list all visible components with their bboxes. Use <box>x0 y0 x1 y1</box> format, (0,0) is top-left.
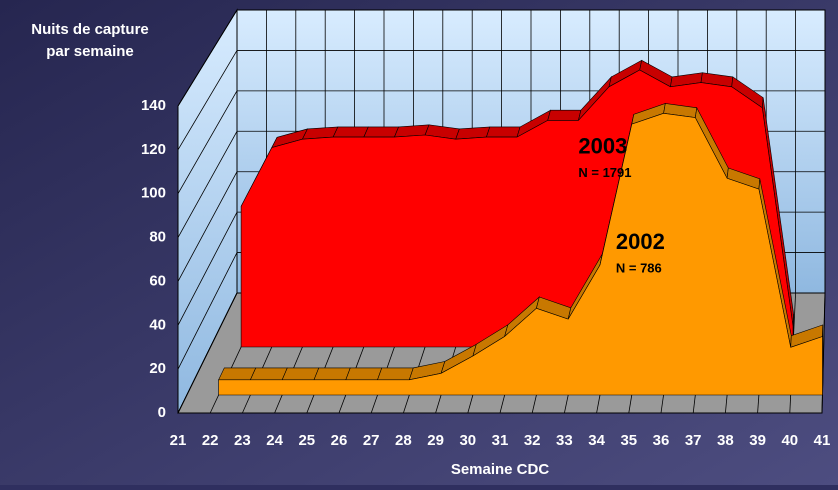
x-tick-label: 40 <box>781 432 798 449</box>
x-tick-label: 24 <box>266 432 283 449</box>
area-top <box>346 368 382 380</box>
x-tick-label: 36 <box>653 432 670 449</box>
y-tick-label: 140 <box>141 97 166 114</box>
x-tick-label: 30 <box>459 432 476 449</box>
y-tick-label: 80 <box>149 229 166 246</box>
series-label: 2002 <box>616 229 665 254</box>
x-tick-label: 37 <box>685 432 702 449</box>
area-top <box>548 110 581 120</box>
x-tick-label: 25 <box>298 432 315 449</box>
x-tick-label: 22 <box>202 432 219 449</box>
y-tick-label: 0 <box>158 404 166 421</box>
x-tick-label: 41 <box>814 432 831 449</box>
x-tick-label: 34 <box>588 432 605 449</box>
x-tick-label: 21 <box>170 432 187 449</box>
y-axis-label: par semaine <box>46 43 134 60</box>
area-top <box>219 368 256 380</box>
x-tick-label: 31 <box>492 432 509 449</box>
area-top <box>314 368 350 380</box>
x-tick-label: 38 <box>717 432 734 449</box>
area-top <box>250 368 287 380</box>
series-label: 2003 <box>578 133 627 158</box>
x-tick-label: 33 <box>556 432 573 449</box>
x-tick-label: 23 <box>234 432 251 449</box>
x-tick-label: 35 <box>620 432 637 449</box>
y-axis-label: Nuits de capture <box>31 21 149 38</box>
series-note: N = 786 <box>616 261 662 276</box>
area-top <box>333 127 368 137</box>
y-tick-label: 120 <box>141 141 166 158</box>
y-tick-label: 20 <box>149 360 166 377</box>
x-tick-label: 39 <box>749 432 766 449</box>
x-tick-label: 29 <box>427 432 444 449</box>
series-note: N = 1791 <box>578 165 631 180</box>
y-tick-label: 40 <box>149 316 166 333</box>
area-top <box>378 368 414 380</box>
area-top <box>282 368 319 380</box>
x-tick-label: 27 <box>363 432 380 449</box>
x-tick-label: 26 <box>331 432 348 449</box>
area-top <box>486 127 520 137</box>
y-tick-label: 100 <box>141 185 166 202</box>
x-axis-label: Semaine CDC <box>451 461 550 478</box>
area-top <box>364 127 399 137</box>
x-tick-label: 32 <box>524 432 541 449</box>
x-tick-label: 28 <box>395 432 412 449</box>
y-tick-label: 60 <box>149 272 166 289</box>
